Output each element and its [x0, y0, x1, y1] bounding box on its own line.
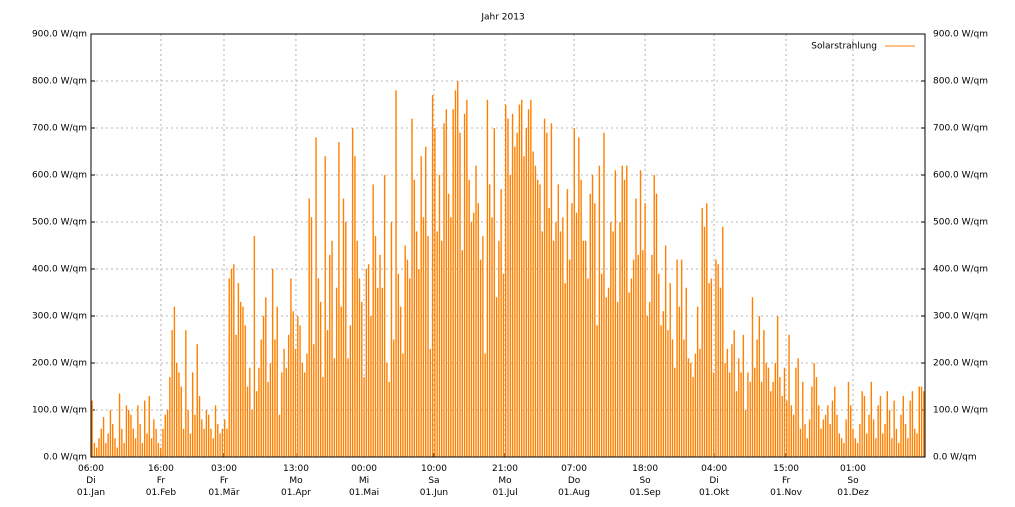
x-tick-label: 16:00 Fr 01.Feb — [146, 464, 177, 498]
x-tick-label: 01:00 So 01.Dez — [837, 464, 869, 498]
y-tick-label: 800.0 W/qm — [32, 77, 87, 87]
x-tick-label: 15:00 Fr 01.Nov — [770, 464, 803, 498]
y-tick-label: 200.0 W/qm — [32, 359, 87, 369]
x-tick-label: 18:00 So 01.Sep — [629, 464, 661, 498]
y-tick-label: 900.0 W/qm — [32, 30, 87, 40]
y-tick-label: 400.0 W/qm — [32, 265, 87, 275]
x-tick-label: 13:00 Mo 01.Apr — [281, 464, 311, 498]
y-tick-label: 500.0 W/qm — [32, 218, 87, 228]
y2-tick-label: 0.0 W/qm — [933, 453, 977, 463]
y2-tick-label: 400.0 W/qm — [933, 265, 988, 275]
x-tick-label: 21:00 Mo 01.Jul — [492, 464, 518, 498]
y2-tick-label: 300.0 W/qm — [933, 312, 988, 322]
chart-title: Jahr 2013 — [480, 13, 524, 23]
x-tick-label: 03:00 Fr 01.Mär — [208, 464, 240, 498]
y-tick-label: 300.0 W/qm — [32, 312, 87, 322]
x-tick-label: 00:00 Mi 01.Mai — [349, 464, 379, 498]
x-tick-label: 10:00 Sa 01.Jun — [420, 464, 448, 498]
y2-tick-label: 600.0 W/qm — [933, 171, 988, 181]
legend-label: Solarstrahlung — [811, 42, 877, 52]
x-tick-label: 04:00 Di 01.Okt — [699, 464, 730, 498]
x-tick-label: 06:00 Di 01.Jan — [77, 464, 105, 498]
plot-frame — [90, 33, 926, 458]
y2-tick-label: 200.0 W/qm — [933, 359, 988, 369]
y-tick-label: 100.0 W/qm — [32, 406, 87, 416]
y2-tick-label: 100.0 W/qm — [933, 406, 988, 416]
y-tick-label: 700.0 W/qm — [32, 124, 87, 134]
x-tick-label: 07:00 Do 01.Aug — [558, 464, 590, 498]
y2-tick-label: 500.0 W/qm — [933, 218, 988, 228]
y2-tick-label: 700.0 W/qm — [933, 124, 988, 134]
y-tick-label: 600.0 W/qm — [32, 171, 87, 181]
y-tick-label: 0.0 W/qm — [43, 453, 87, 463]
y2-tick-label: 800.0 W/qm — [933, 77, 988, 87]
y2-tick-label: 900.0 W/qm — [933, 30, 988, 40]
